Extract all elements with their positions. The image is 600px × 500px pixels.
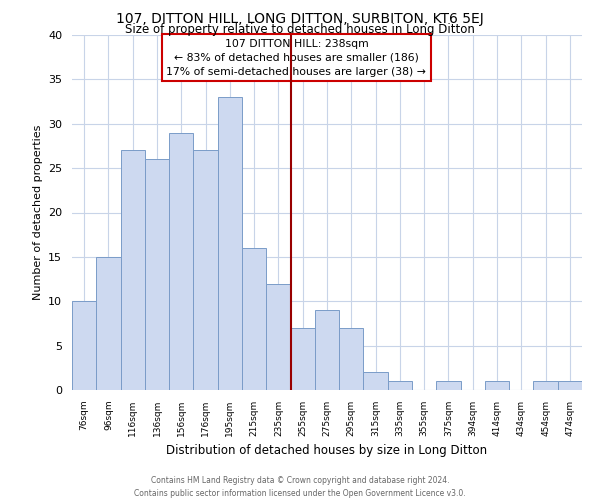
Bar — [315, 310, 339, 390]
Text: 107 DITTON HILL: 238sqm
← 83% of detached houses are smaller (186)
17% of semi-d: 107 DITTON HILL: 238sqm ← 83% of detache… — [166, 38, 427, 76]
Bar — [242, 248, 266, 390]
Bar — [218, 97, 242, 390]
Text: Size of property relative to detached houses in Long Ditton: Size of property relative to detached ho… — [125, 22, 475, 36]
Bar — [145, 159, 169, 390]
Bar — [169, 132, 193, 390]
Bar — [193, 150, 218, 390]
Bar — [388, 381, 412, 390]
Bar — [364, 372, 388, 390]
Bar — [436, 381, 461, 390]
X-axis label: Distribution of detached houses by size in Long Ditton: Distribution of detached houses by size … — [166, 444, 488, 458]
Text: Contains HM Land Registry data © Crown copyright and database right 2024.
Contai: Contains HM Land Registry data © Crown c… — [134, 476, 466, 498]
Bar — [290, 328, 315, 390]
Bar — [339, 328, 364, 390]
Y-axis label: Number of detached properties: Number of detached properties — [32, 125, 43, 300]
Bar — [266, 284, 290, 390]
Bar — [533, 381, 558, 390]
Bar — [558, 381, 582, 390]
Bar — [485, 381, 509, 390]
Text: 107, DITTON HILL, LONG DITTON, SURBITON, KT6 5EJ: 107, DITTON HILL, LONG DITTON, SURBITON,… — [116, 12, 484, 26]
Bar — [96, 257, 121, 390]
Bar — [121, 150, 145, 390]
Bar — [72, 301, 96, 390]
